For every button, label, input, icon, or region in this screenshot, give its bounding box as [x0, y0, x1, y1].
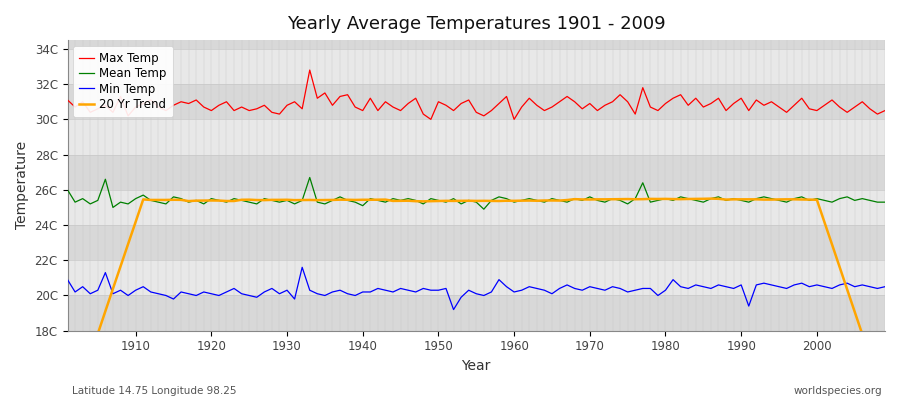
Line: Min Temp: Min Temp	[68, 267, 885, 310]
Mean Temp	[342, 198, 353, 203]
Max Temp	[122, 114, 133, 118]
Y-axis label: Temperature: Temperature	[15, 141, 29, 230]
Title: Yearly Average Temperatures 1901 - 2009: Yearly Average Temperatures 1901 - 2009	[287, 15, 666, 33]
Mean Temp	[479, 207, 490, 212]
Mean Temp	[304, 175, 315, 180]
Mean Temp	[879, 200, 890, 204]
Mean Temp	[524, 196, 535, 201]
Bar	[68, 154, 885, 190]
Bar	[68, 190, 885, 225]
X-axis label: Year: Year	[462, 359, 491, 373]
20 Yr Trend	[501, 198, 512, 203]
Mean Temp	[289, 202, 300, 206]
Legend: Max Temp, Mean Temp, Min Temp, 20 Yr Trend: Max Temp, Mean Temp, Min Temp, 20 Yr Tre…	[74, 46, 173, 117]
20 Yr Trend	[508, 198, 519, 203]
Max Temp	[289, 99, 300, 104]
Max Temp	[524, 96, 535, 101]
Text: worldspecies.org: worldspecies.org	[794, 386, 882, 396]
Min Temp	[122, 293, 133, 298]
Max Temp	[304, 68, 315, 72]
Min Temp	[448, 307, 459, 312]
Mean Temp	[517, 198, 527, 203]
20 Yr Trend	[599, 197, 610, 202]
Max Temp	[615, 92, 626, 97]
Min Temp	[879, 284, 890, 289]
Line: Mean Temp: Mean Temp	[68, 178, 885, 209]
Bar	[68, 119, 885, 154]
Min Temp	[297, 265, 308, 270]
Max Temp	[342, 92, 353, 97]
Text: Latitude 14.75 Longitude 98.25: Latitude 14.75 Longitude 98.25	[72, 386, 237, 396]
20 Yr Trend	[706, 196, 716, 201]
Min Temp	[342, 291, 353, 296]
20 Yr Trend	[335, 197, 346, 202]
Max Temp	[879, 108, 890, 113]
Bar	[68, 296, 885, 331]
20 Yr Trend	[122, 242, 133, 246]
Max Temp	[62, 98, 73, 102]
Max Temp	[517, 105, 527, 110]
Max Temp	[426, 117, 436, 122]
Mean Temp	[122, 202, 133, 206]
Line: Max Temp: Max Temp	[68, 70, 885, 119]
Min Temp	[524, 284, 535, 289]
Bar	[68, 14, 885, 49]
Bar	[68, 84, 885, 119]
Bar	[68, 260, 885, 296]
Mean Temp	[615, 198, 626, 203]
20 Yr Trend	[879, 399, 890, 400]
Mean Temp	[62, 188, 73, 192]
Min Temp	[615, 286, 626, 291]
20 Yr Trend	[289, 198, 300, 202]
Bar	[68, 225, 885, 260]
Line: 20 Yr Trend: 20 Yr Trend	[68, 199, 885, 400]
Min Temp	[517, 288, 527, 293]
Bar	[68, 49, 885, 84]
Min Temp	[289, 297, 300, 302]
Min Temp	[62, 277, 73, 282]
